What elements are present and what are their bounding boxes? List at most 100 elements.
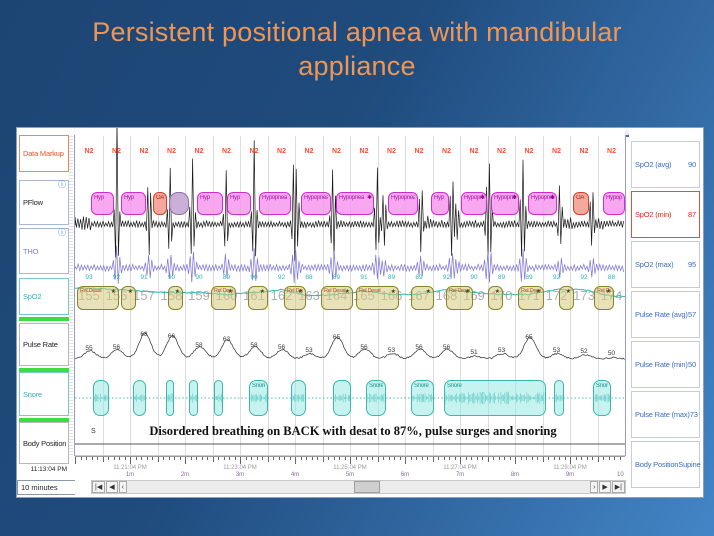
- scrollbar-thumb[interactable]: [353, 481, 380, 493]
- sleep-stage-label: N2: [167, 148, 176, 155]
- event-relative-desaturation[interactable]: ★: [411, 286, 434, 310]
- event-snore[interactable]: [133, 380, 146, 416]
- event-relative-desaturation[interactable]: Rel Desat★: [594, 286, 614, 310]
- timeline-tick: [240, 457, 241, 464]
- sleep-stage-label: N2: [469, 148, 479, 155]
- event-snore[interactable]: [189, 380, 198, 416]
- channel-label-pulse-rate: Pulse Rate: [23, 340, 58, 349]
- event-relative-desaturation[interactable]: Rel Desat★: [284, 286, 306, 310]
- event-snore[interactable]: [93, 380, 109, 416]
- channel-label-spo2: SpO2: [23, 292, 42, 301]
- event-hypopnea[interactable]: Hypopnea: [603, 192, 625, 215]
- event-hypopnea[interactable]: Hypopnea: [301, 192, 331, 215]
- event-snore[interactable]: Snore: [249, 380, 268, 416]
- stat-label: Body Position: [635, 460, 679, 469]
- timeline-tick: [498, 457, 500, 460]
- info-icon[interactable]: ⓘ: [58, 228, 66, 237]
- event-snore[interactable]: [291, 380, 306, 416]
- event-unscored[interactable]: [169, 192, 189, 215]
- stat-box-spo2-min-[interactable]: SpO2 (min) 87: [631, 191, 700, 238]
- timeline-tick: [416, 457, 417, 460]
- page-back-button[interactable]: ◀: [106, 481, 118, 493]
- event-relative-desaturation[interactable]: ★: [121, 286, 136, 310]
- scrollbar-track[interactable]: [127, 481, 590, 493]
- event-snore[interactable]: Snore: [366, 380, 386, 416]
- event-star-icon: ✱: [479, 195, 485, 201]
- event-hypopnea[interactable]: Hypopnea✱: [491, 192, 519, 215]
- event-star-icon: ★: [425, 289, 431, 295]
- event-hypopnea[interactable]: Hypopnea✱: [336, 192, 374, 215]
- event-label: Snore: [369, 383, 383, 389]
- timeline-tick: [438, 457, 439, 460]
- event-hypopnea[interactable]: Hypopnea✱: [528, 192, 557, 215]
- event-snore[interactable]: [166, 380, 174, 416]
- event-hypopnea[interactable]: Hyp: [431, 192, 449, 215]
- event-relative-desaturation[interactable]: ★: [248, 286, 268, 310]
- timeline-tick: [388, 457, 390, 460]
- event-snore[interactable]: Snore: [444, 380, 546, 416]
- spo2-value-label: 89: [497, 274, 506, 281]
- timeline-tick: [487, 457, 489, 462]
- timeline-tick: [570, 457, 571, 464]
- spo2-value-label: 92: [552, 274, 561, 281]
- timeline-time-label: 11:27:04 PM: [443, 465, 477, 471]
- event-star-icon: ★: [464, 289, 470, 295]
- event-snore[interactable]: [554, 380, 564, 416]
- page-forward-button[interactable]: ▶: [599, 481, 611, 493]
- event-hypopnea[interactable]: Hypopnea: [388, 192, 418, 215]
- event-hypopnea[interactable]: Hypopnea: [259, 192, 291, 215]
- sleep-stage-label: N2: [304, 148, 314, 155]
- event-relative-desaturation[interactable]: Rel Desat★: [77, 286, 119, 310]
- stat-box-pulse-rate-min-[interactable]: Pulse Rate (min) 50: [631, 341, 700, 388]
- event-relative-desaturation[interactable]: Rel Desat★: [356, 286, 399, 310]
- chart-area[interactable]: S Disordered breathing on BACK with desa…: [75, 128, 625, 497]
- timeline-minute-label: 4m: [290, 472, 300, 478]
- scroll-right-button[interactable]: ›: [590, 481, 599, 493]
- spo2-value-label: 89: [332, 274, 341, 281]
- timeline-tick: [289, 457, 291, 460]
- horizontal-scrollbar[interactable]: |◀ ◀ ‹ › ▶ ▶|: [91, 480, 626, 494]
- channel-box-pulse-rate[interactable]: Pulse Rate: [19, 323, 69, 366]
- spo2-value-label: 90: [470, 274, 478, 281]
- scroll-left-button[interactable]: ‹: [118, 481, 127, 493]
- event-relative-desaturation[interactable]: Rel Desat★: [446, 286, 473, 310]
- event-hypopnea[interactable]: Hyp: [121, 192, 146, 215]
- spo2-value-label: 92: [580, 274, 588, 281]
- jump-start-button[interactable]: |◀: [92, 481, 106, 493]
- channel-label-tho: THO: [23, 246, 39, 256]
- event-relative-desaturation[interactable]: ★: [559, 286, 574, 310]
- event-hypopnea[interactable]: Hyp: [227, 192, 251, 215]
- event-hypopnea[interactable]: Hyp: [91, 192, 114, 215]
- timeline-tick: [526, 457, 527, 460]
- channel-box-body-position[interactable]: Body Position: [19, 422, 69, 464]
- spo2-value-label: 90: [250, 274, 258, 281]
- event-relative-desaturation[interactable]: Rel Desat★: [518, 286, 544, 310]
- event-hypopnea[interactable]: Hyp: [197, 192, 223, 215]
- stat-box-spo2-max-[interactable]: SpO2 (max) 95: [631, 241, 700, 288]
- channel-box-data-markup[interactable]: Data Markup: [19, 135, 69, 172]
- stat-box-pulse-rate-avg-[interactable]: Pulse Rate (avg) 57: [631, 291, 700, 338]
- stat-label: SpO2 (avg): [635, 160, 672, 169]
- event-relative-desaturation[interactable]: Rel Desat★: [211, 286, 236, 310]
- jump-end-button[interactable]: ▶|: [611, 481, 625, 493]
- channel-box-tho[interactable]: THO ⓘ: [19, 228, 69, 274]
- channel-box-snore[interactable]: Snore: [19, 372, 69, 416]
- stat-box-spo2-avg-[interactable]: SpO2 (avg) 90: [631, 141, 700, 188]
- timeline-tick: [537, 457, 538, 460]
- info-icon[interactable]: ⓘ: [58, 180, 66, 189]
- channel-box-spo2[interactable]: SpO2: [19, 278, 69, 315]
- event-snore[interactable]: Snore: [593, 380, 611, 416]
- event-obstructive-apnea[interactable]: OA: [153, 192, 167, 215]
- event-relative-desaturation[interactable]: Rel Desat★: [321, 286, 353, 310]
- timeline-tick: [581, 457, 582, 460]
- event-relative-desaturation[interactable]: ★: [168, 286, 183, 310]
- event-obstructive-apnea[interactable]: OA: [573, 192, 589, 215]
- event-hypopnea[interactable]: Hypopnea✱: [461, 192, 487, 215]
- event-snore[interactable]: [214, 380, 223, 416]
- stat-box-pulse-rate-max-[interactable]: Pulse Rate (max) 73: [631, 391, 700, 438]
- event-snore[interactable]: Snore: [411, 380, 434, 416]
- stat-box-body-position[interactable]: Body Position Supine: [631, 441, 701, 488]
- event-relative-desaturation[interactable]: ★: [488, 286, 503, 310]
- channel-box-pflow[interactable]: PFlow ⓘ: [19, 180, 69, 225]
- event-snore[interactable]: [333, 380, 351, 416]
